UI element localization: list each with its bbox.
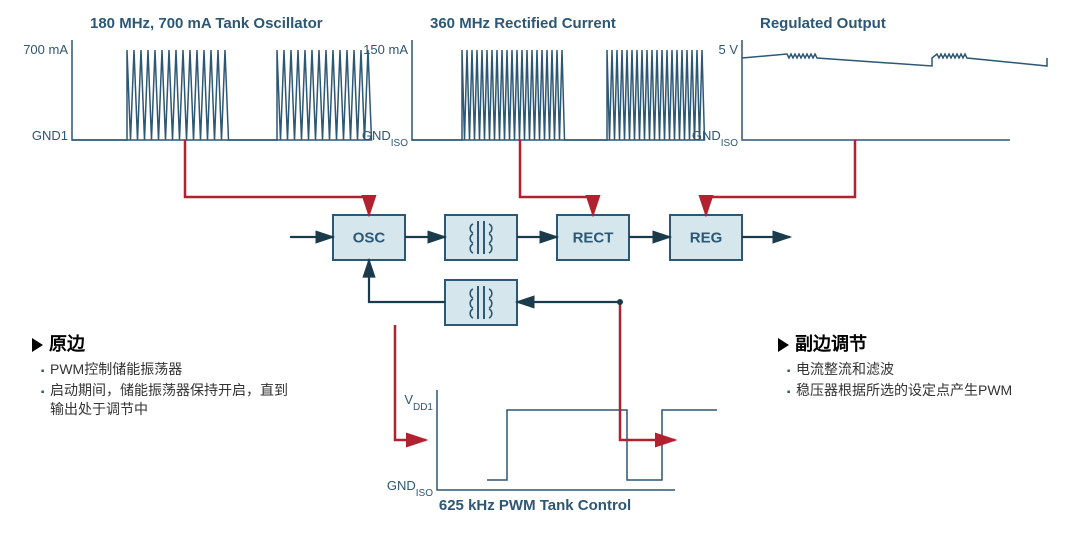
rect-chart-title: 360 MHz Rectified Current xyxy=(430,15,616,32)
osc-ybot: GND1 xyxy=(32,128,68,143)
reg-waveform xyxy=(742,54,1047,66)
secondary-header: 副边调节 xyxy=(795,334,867,354)
annotation-arrow xyxy=(520,140,593,215)
rect-ybot: GNDISO xyxy=(362,128,408,149)
block-osc-label: OSC xyxy=(353,229,386,246)
legend-item: 稳压器根据所选的设定点产生PWM xyxy=(796,381,1068,400)
secondary-list: 电流整流和滤波稳压器根据所选的设定点产生PWM xyxy=(778,360,1068,400)
primary-list: PWM控制储能振荡器启动期间，储能振荡器保持开启，直到输出处于调节中 xyxy=(32,360,292,419)
triangle-bullet-icon xyxy=(32,338,43,352)
pwm-chart-title: 625 kHz PWM Tank Control xyxy=(439,497,631,514)
annotation-arrow xyxy=(620,302,675,440)
secondary-side-legend: 副边调节 电流整流和滤波稳压器根据所选的设定点产生PWM xyxy=(778,330,1068,402)
annotation-arrow xyxy=(706,140,855,215)
legend-item: PWM控制储能振荡器 xyxy=(50,360,292,379)
reg-ytop: 5 V xyxy=(718,42,738,57)
osc-chart-title: 180 MHz, 700 mA Tank Oscillator xyxy=(90,15,323,32)
triangle-bullet-icon xyxy=(778,338,789,352)
block-xfmr2 xyxy=(445,280,517,325)
annotation-arrow xyxy=(185,140,369,215)
osc-ytop: 700 mA xyxy=(23,42,68,57)
diagram-canvas: 180 MHz, 700 mA Tank Oscillator 700 mA GND… xyxy=(0,0,1080,540)
legend-item: 电流整流和滤波 xyxy=(796,360,1068,379)
osc-waveform xyxy=(72,50,372,140)
block-reg-label: REG xyxy=(690,229,723,246)
primary-side-legend: 原边 PWM控制储能振荡器启动期间，储能振荡器保持开启，直到输出处于调节中 xyxy=(32,330,292,421)
reg-chart-title: Regulated Output xyxy=(760,15,886,32)
pwm-ybot: GNDISO xyxy=(387,478,433,499)
rect-ytop: 150 mA xyxy=(363,42,408,57)
rect-waveform xyxy=(412,50,705,140)
legend-item: 启动期间，储能振荡器保持开启，直到输出处于调节中 xyxy=(50,381,292,419)
pwm-ytop: VDD1 xyxy=(404,392,433,413)
flow-arrow xyxy=(369,260,445,302)
block-rect-label: RECT xyxy=(573,229,614,246)
reg-ybot: GNDISO xyxy=(692,128,738,149)
annotation-arrow xyxy=(395,325,426,440)
primary-header: 原边 xyxy=(49,334,85,354)
pwm-waveform xyxy=(487,410,717,480)
block-xfmr1 xyxy=(445,215,517,260)
